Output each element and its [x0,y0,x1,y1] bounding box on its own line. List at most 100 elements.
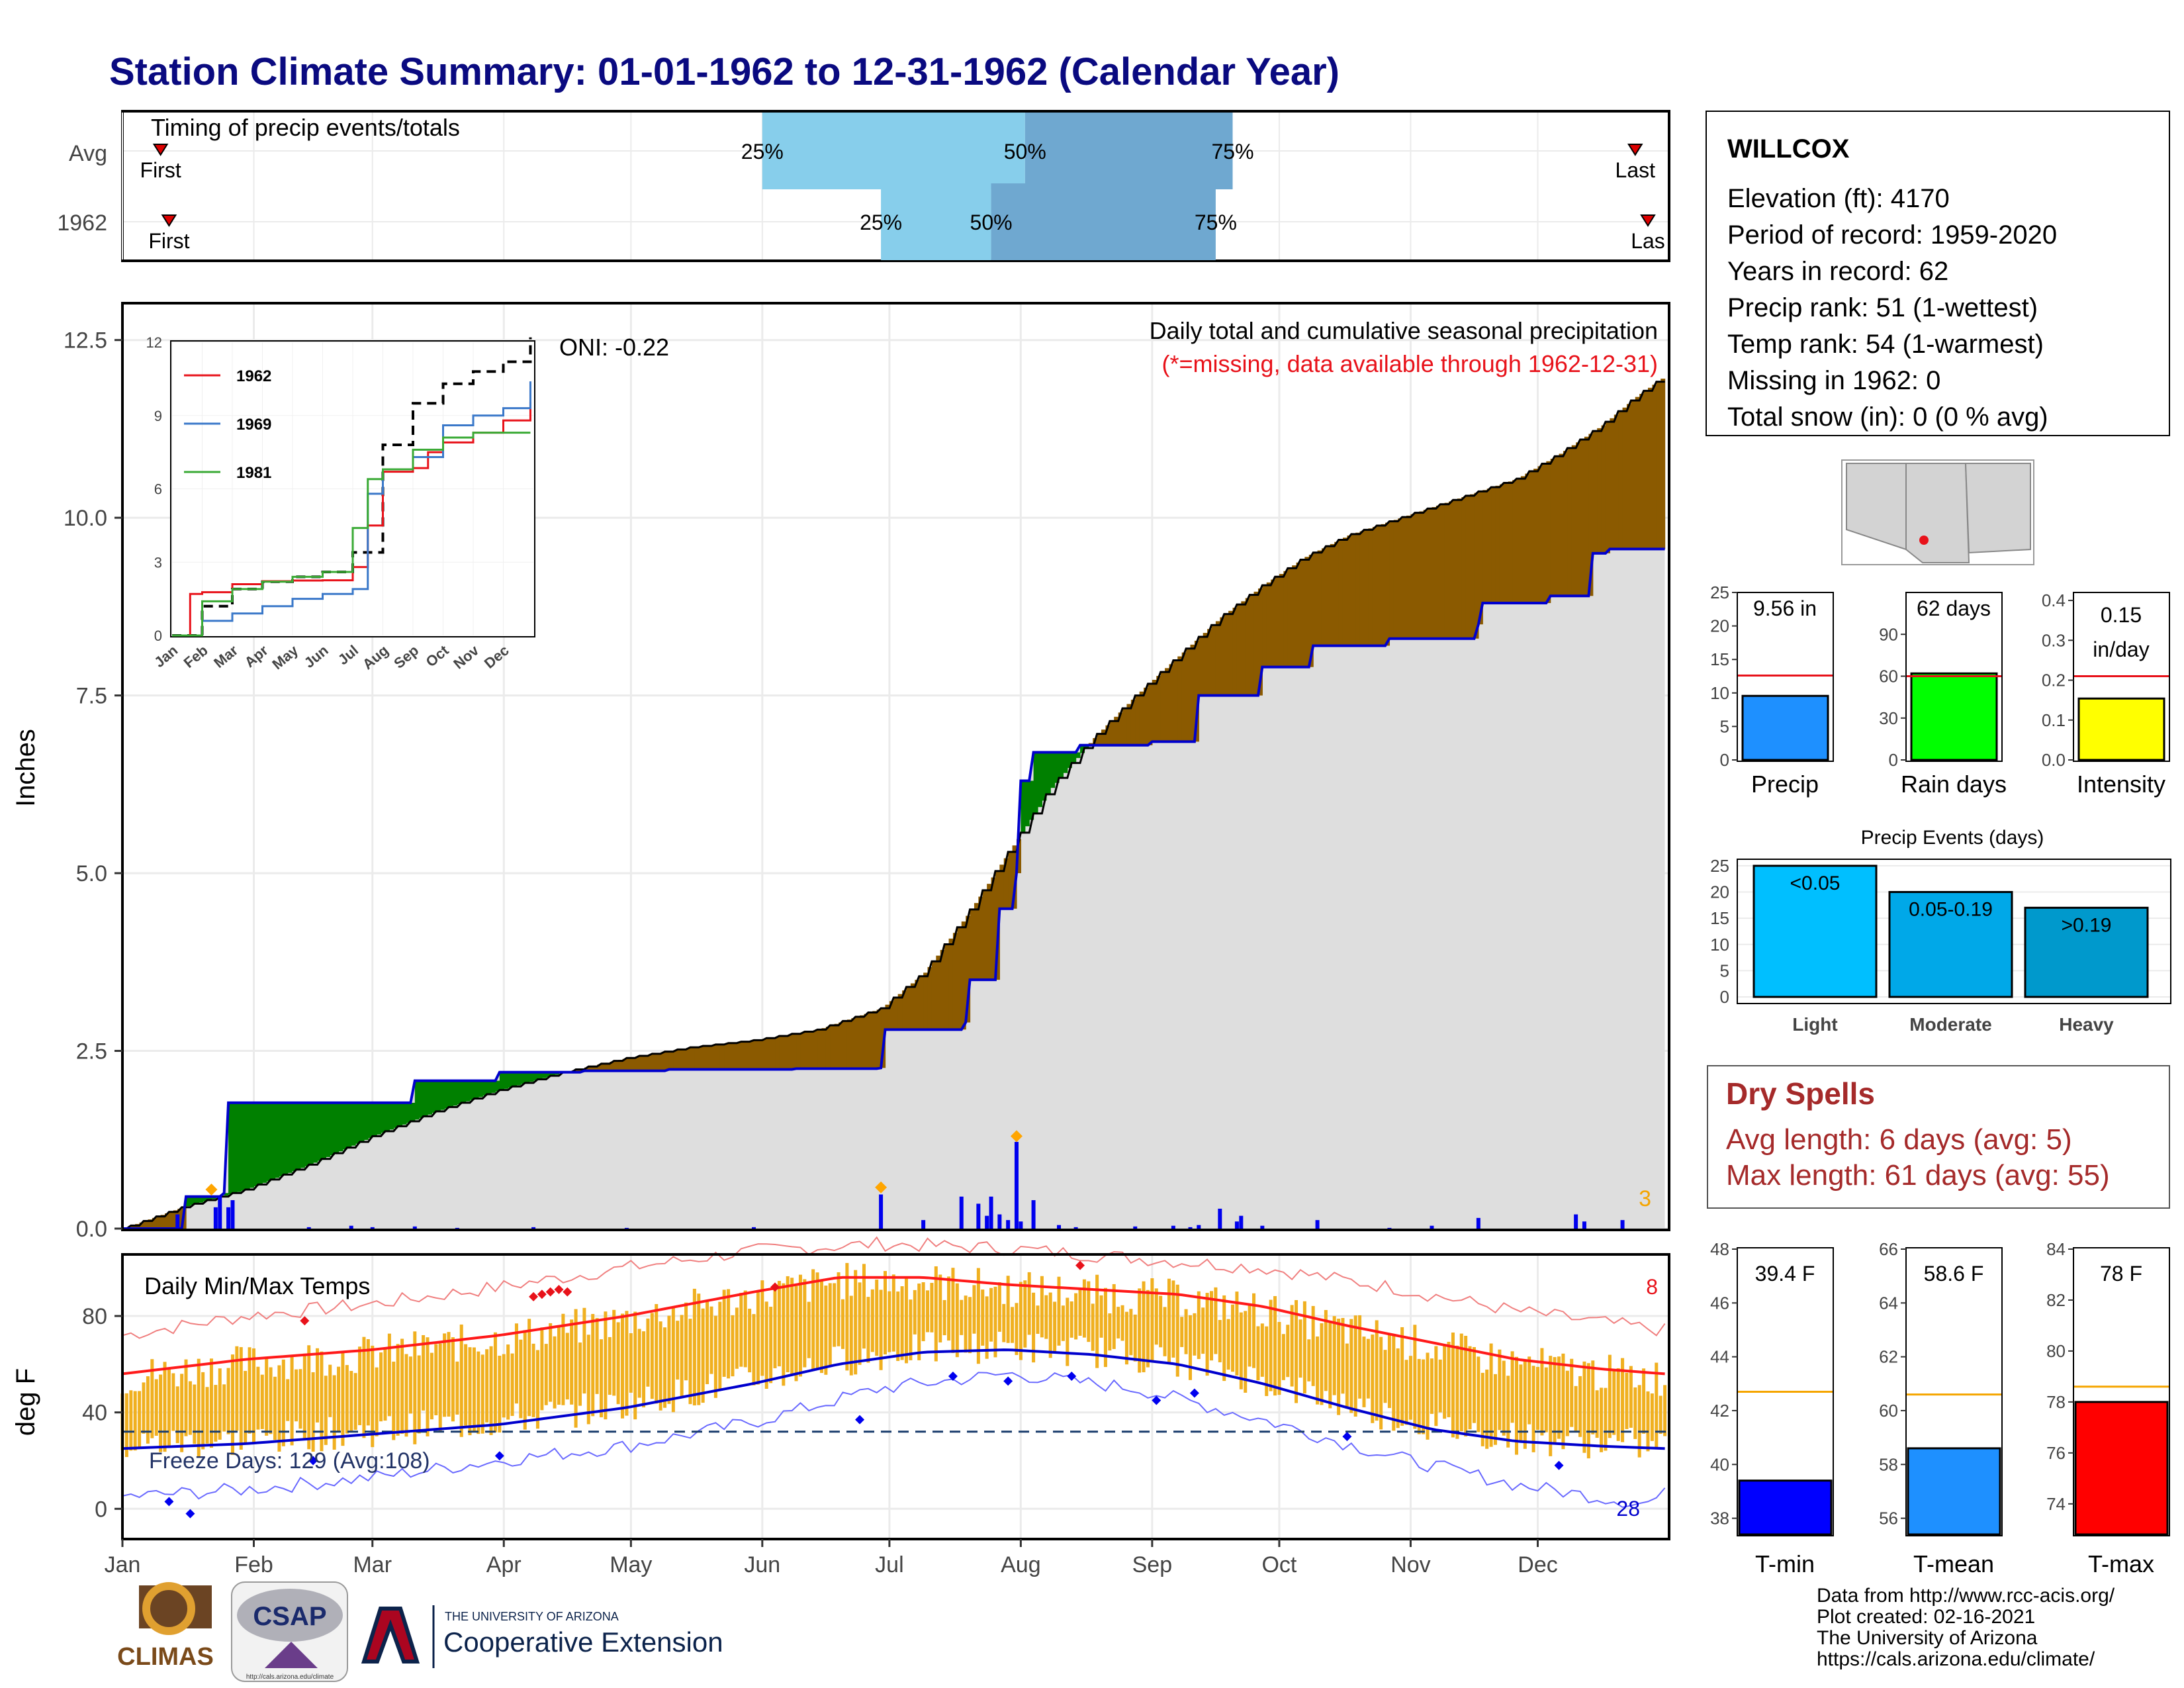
daily-temp-bar [909,1299,913,1360]
below-average-band [745,1041,751,1070]
daily-temp-bar [506,1344,510,1420]
daily-temp-bar [1358,1315,1362,1399]
below-average-band [639,1056,645,1071]
daily-temp-bar [502,1354,506,1418]
daily-precip-bar [1574,1214,1578,1229]
daily-temp-bar [578,1342,582,1406]
below-average-band [754,1040,759,1070]
below-average-band [889,1001,894,1030]
month-tick-label: Nov [1390,1552,1430,1577]
station-location-dot [1919,536,1929,545]
temp-summary-y-tick: 76 [2046,1443,2066,1463]
below-average-band [1478,491,1483,625]
inset-legend-label: 1981 [236,464,271,482]
above-average-band [478,1080,483,1098]
daily-temp-bar [1248,1305,1251,1367]
below-average-band [1465,495,1471,639]
below-average-band [919,976,924,1030]
below-average-band [1364,530,1369,646]
daily-temp-bar [1036,1305,1040,1334]
map-state-east [1964,463,2031,554]
daily-temp-bar [1337,1319,1341,1415]
above-average-band [474,1080,479,1099]
daily-temp-bar [472,1347,476,1432]
dry-spells: Dry Spells Avg length: 6 days (avg: 5) M… [1707,1065,2170,1209]
above-average-band [1084,745,1089,749]
station-line: Missing in 1962: 0 [1727,366,1940,395]
last-event-marker [1627,144,1643,156]
below-average-band [1402,517,1407,639]
below-average-band [1257,588,1263,696]
precip-y-tick: 10.0 [64,506,107,531]
daily-temp-bar [718,1301,722,1389]
daily-temp-bar [197,1358,201,1457]
daily-temp-bar [833,1283,837,1347]
ua-logo: THE UNIVERSITY OF ARIZONA Cooperative Ex… [361,1605,723,1668]
below-average-band [1359,531,1365,646]
daily-temp-bar [218,1368,222,1440]
climas-logo-text: CLIMAS [117,1643,214,1671]
precip-y-tick: 2.5 [76,1039,107,1064]
daily-temp-bar [913,1289,917,1335]
daily-temp-bar [1023,1280,1027,1348]
below-average-band [660,1052,666,1071]
ua-logo-mark [361,1607,420,1664]
observed-cumulative-line [122,547,1665,1230]
daily-temp-bar [586,1335,590,1425]
record-high-marker [529,1291,539,1301]
daily-temp-bar [883,1271,887,1355]
below-average-band [902,990,907,1030]
temp-y-label: deg F [11,1368,40,1436]
below-average-band [1537,466,1543,604]
below-average-band [668,1051,674,1070]
freeze-days-label: Freeze Days: 129 (Avg:108) [149,1448,430,1474]
tmax-marks: 74 76 78 80 82 84 [2046,1239,2169,1536]
below-average-band [130,1225,136,1229]
daily-temp-bar [1184,1309,1188,1354]
above-average-band [1080,745,1085,753]
daily-precip-bar [218,1196,222,1229]
daily-temp-bar [438,1343,442,1432]
daily-precip-bar [976,1203,981,1229]
above-average-band [470,1080,475,1100]
below-average-band [664,1051,670,1071]
below-average-band [970,909,975,980]
temp-frame [121,1253,1670,1540]
daily-temp-bar [1193,1313,1197,1356]
tmax-chart: 78 F 74 76 78 80 82 84 T-max [2046,1239,2170,1577]
summary-y-tick: 20 [1710,616,1729,636]
above-average-band [393,1102,398,1128]
observed-cumulative-area [122,549,1665,1229]
daily-temp-bar [201,1372,205,1450]
daily-temp-bar [697,1293,701,1405]
temp-cold-count: 28 [1616,1497,1640,1521]
daily-temp-bar [557,1327,561,1405]
daily-temp-bar [938,1274,942,1342]
below-average-band [987,884,992,980]
temp-plot [120,1236,1668,1519]
summary-y-tick: 30 [1879,708,1898,728]
daily-temp-bar [777,1281,781,1367]
above-average-band [355,1102,361,1144]
daily-temp-bar [1477,1356,1480,1432]
above-average-band [368,1102,373,1139]
precip-y-tick: 0.0 [76,1217,107,1242]
daily-precip-bar [455,1227,459,1229]
daily-temp-bar [875,1280,879,1356]
daily-temp-bar [404,1354,408,1437]
daily-temp-bar [1265,1326,1269,1396]
daily-temp-bar [337,1366,341,1431]
below-average-band [893,998,899,1030]
daily-temp-bar [1231,1304,1235,1372]
daily-temp-bar [764,1301,768,1389]
daily-temp-bar [1332,1316,1336,1395]
above-average-band [491,1080,496,1093]
daily-temp-bar [629,1333,633,1393]
month-tick-label: Dec [1518,1552,1557,1577]
daily-temp-bar [862,1264,866,1349]
daily-temp-bar [981,1289,985,1346]
daily-temp-bar [1006,1276,1010,1343]
daily-temp-bar [625,1311,629,1416]
below-average-band [897,994,903,1030]
temp-summary-y-tick: 74 [2046,1494,2066,1514]
